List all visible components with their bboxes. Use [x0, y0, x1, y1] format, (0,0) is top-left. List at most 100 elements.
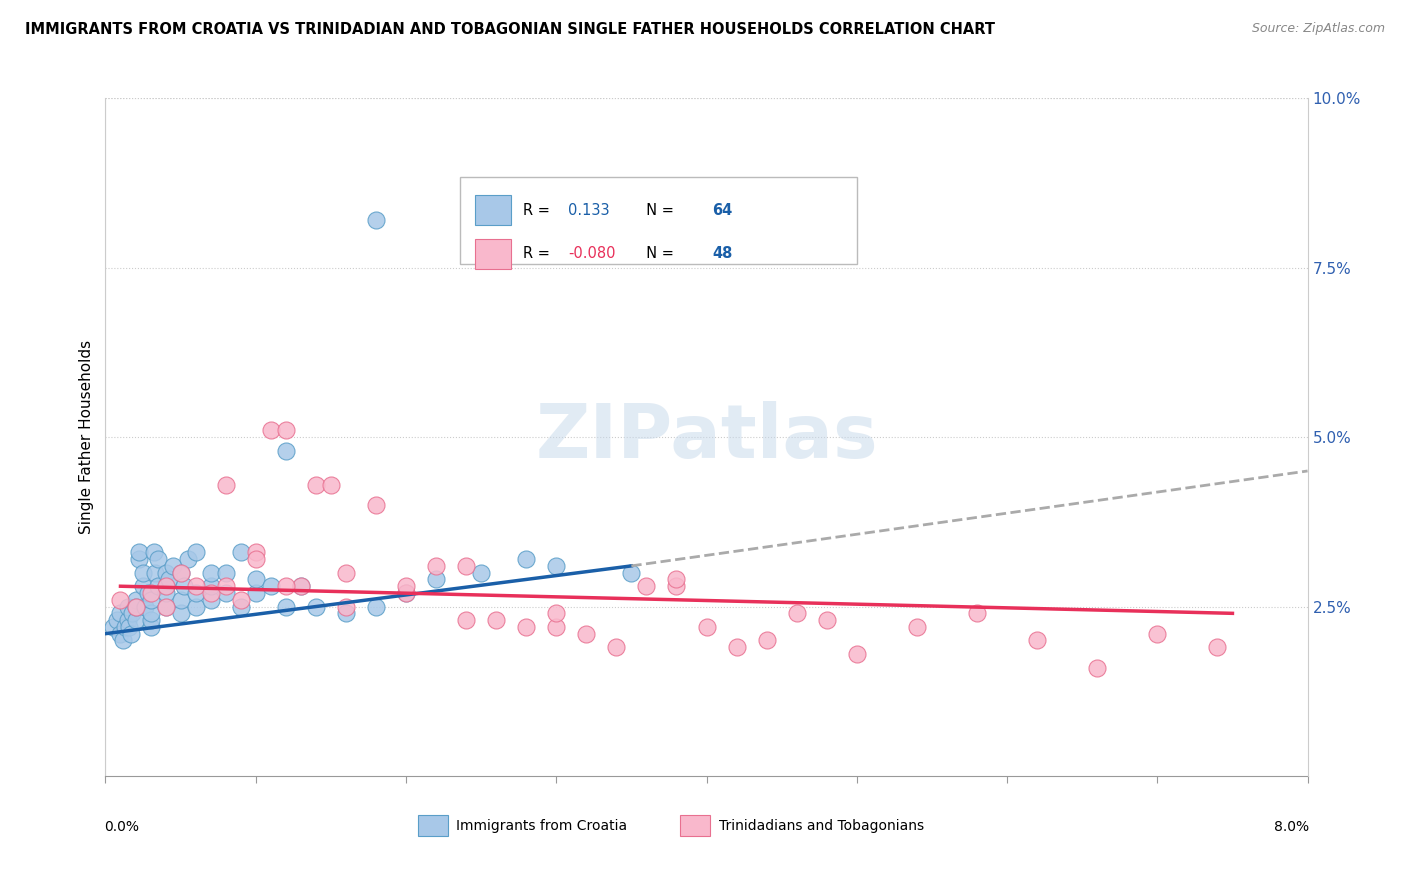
- Text: Immigrants from Croatia: Immigrants from Croatia: [457, 819, 627, 832]
- Point: [134, 599, 156, 614]
- Point: [124, 599, 146, 614]
- Point: [845, 647, 868, 661]
- Text: 48: 48: [713, 246, 733, 261]
- Point: [274, 599, 297, 614]
- Text: 8.0%: 8.0%: [1274, 820, 1309, 834]
- Point: [364, 213, 387, 227]
- Point: [169, 607, 191, 621]
- Point: [139, 620, 162, 634]
- Point: [665, 579, 688, 593]
- Point: [139, 607, 162, 621]
- Point: [118, 620, 141, 634]
- Point: [364, 498, 387, 512]
- Point: [515, 620, 537, 634]
- Point: [214, 477, 236, 491]
- Point: [184, 579, 207, 593]
- Point: [229, 545, 252, 559]
- Point: [786, 607, 808, 621]
- Point: [173, 579, 195, 593]
- Point: [1146, 626, 1168, 640]
- Point: [815, 613, 838, 627]
- Text: ZIPatlas: ZIPatlas: [536, 401, 877, 474]
- Point: [107, 613, 129, 627]
- Point: [605, 640, 627, 655]
- Text: N =: N =: [637, 246, 678, 261]
- Bar: [474, 195, 510, 226]
- Point: [335, 566, 357, 580]
- Point: [214, 579, 236, 593]
- Bar: [474, 239, 510, 268]
- Point: [485, 613, 508, 627]
- Point: [425, 558, 447, 573]
- Point: [335, 607, 357, 621]
- Point: [200, 586, 222, 600]
- Point: [184, 586, 207, 600]
- Text: 64: 64: [713, 202, 733, 218]
- Point: [169, 566, 191, 580]
- Point: [1206, 640, 1229, 655]
- Point: [200, 579, 222, 593]
- Point: [395, 579, 418, 593]
- Point: [132, 579, 155, 593]
- Point: [146, 579, 169, 593]
- Point: [128, 552, 150, 566]
- Point: [155, 566, 177, 580]
- Text: IMMIGRANTS FROM CROATIA VS TRINIDADIAN AND TOBAGONIAN SINGLE FATHER HOUSEHOLDS C: IMMIGRANTS FROM CROATIA VS TRINIDADIAN A…: [25, 22, 995, 37]
- Point: [139, 592, 162, 607]
- Point: [155, 599, 177, 614]
- Point: [966, 607, 988, 621]
- Point: [214, 586, 236, 600]
- Point: [110, 592, 132, 607]
- Point: [162, 558, 184, 573]
- Point: [155, 579, 177, 593]
- Point: [229, 599, 252, 614]
- Point: [546, 558, 568, 573]
- Point: [110, 626, 132, 640]
- Point: [305, 599, 328, 614]
- Point: [124, 599, 146, 614]
- Point: [139, 586, 162, 600]
- Point: [636, 579, 658, 593]
- Point: [124, 613, 146, 627]
- Point: [169, 592, 191, 607]
- Point: [169, 566, 191, 580]
- Text: -0.080: -0.080: [568, 246, 616, 261]
- Point: [184, 599, 207, 614]
- Point: [146, 552, 169, 566]
- Point: [132, 566, 155, 580]
- Point: [177, 552, 200, 566]
- Point: [575, 626, 598, 640]
- Point: [136, 586, 159, 600]
- Point: [454, 558, 477, 573]
- Point: [454, 613, 477, 627]
- Point: [620, 566, 643, 580]
- Y-axis label: Single Father Households: Single Father Households: [79, 340, 94, 534]
- Point: [157, 573, 180, 587]
- Point: [114, 620, 136, 634]
- Point: [110, 607, 132, 621]
- Point: [725, 640, 748, 655]
- Point: [124, 592, 146, 607]
- Point: [470, 566, 492, 580]
- Point: [143, 566, 166, 580]
- Point: [245, 545, 267, 559]
- Point: [155, 579, 177, 593]
- Point: [260, 579, 283, 593]
- Point: [142, 545, 165, 559]
- Point: [155, 599, 177, 614]
- Point: [245, 586, 267, 600]
- Point: [665, 573, 688, 587]
- Point: [128, 545, 150, 559]
- Point: [1085, 660, 1108, 674]
- Point: [121, 607, 143, 621]
- Point: [229, 592, 252, 607]
- Point: [425, 573, 447, 587]
- Point: [120, 626, 142, 640]
- Point: [546, 620, 568, 634]
- Point: [696, 620, 718, 634]
- Point: [214, 566, 236, 580]
- Point: [245, 552, 267, 566]
- Point: [515, 552, 537, 566]
- Point: [184, 545, 207, 559]
- Bar: [681, 815, 710, 836]
